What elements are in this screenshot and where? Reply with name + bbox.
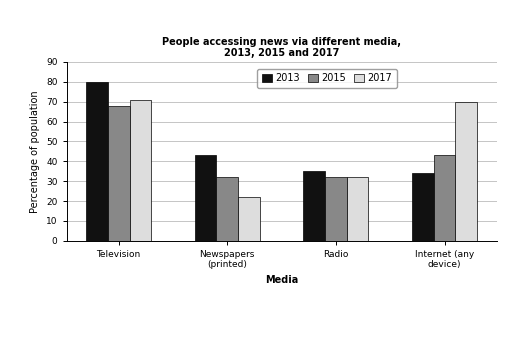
Bar [130, 100, 151, 241]
Bar [455, 102, 477, 241]
Y-axis label: Percentage of population: Percentage of population [31, 90, 40, 213]
Bar [434, 155, 455, 241]
Bar [303, 171, 325, 241]
Bar [412, 173, 434, 241]
Legend: 2013, 2015, 2017: 2013, 2015, 2017 [257, 68, 397, 88]
Bar [238, 197, 260, 241]
Bar [347, 177, 369, 241]
Bar [325, 177, 347, 241]
Title: People accessing news via different media,
2013, 2015 and 2017: People accessing news via different medi… [162, 37, 401, 58]
Bar [217, 177, 238, 241]
Bar [195, 155, 217, 241]
Bar [108, 106, 130, 241]
X-axis label: Media: Media [265, 275, 298, 285]
Bar [86, 82, 108, 241]
